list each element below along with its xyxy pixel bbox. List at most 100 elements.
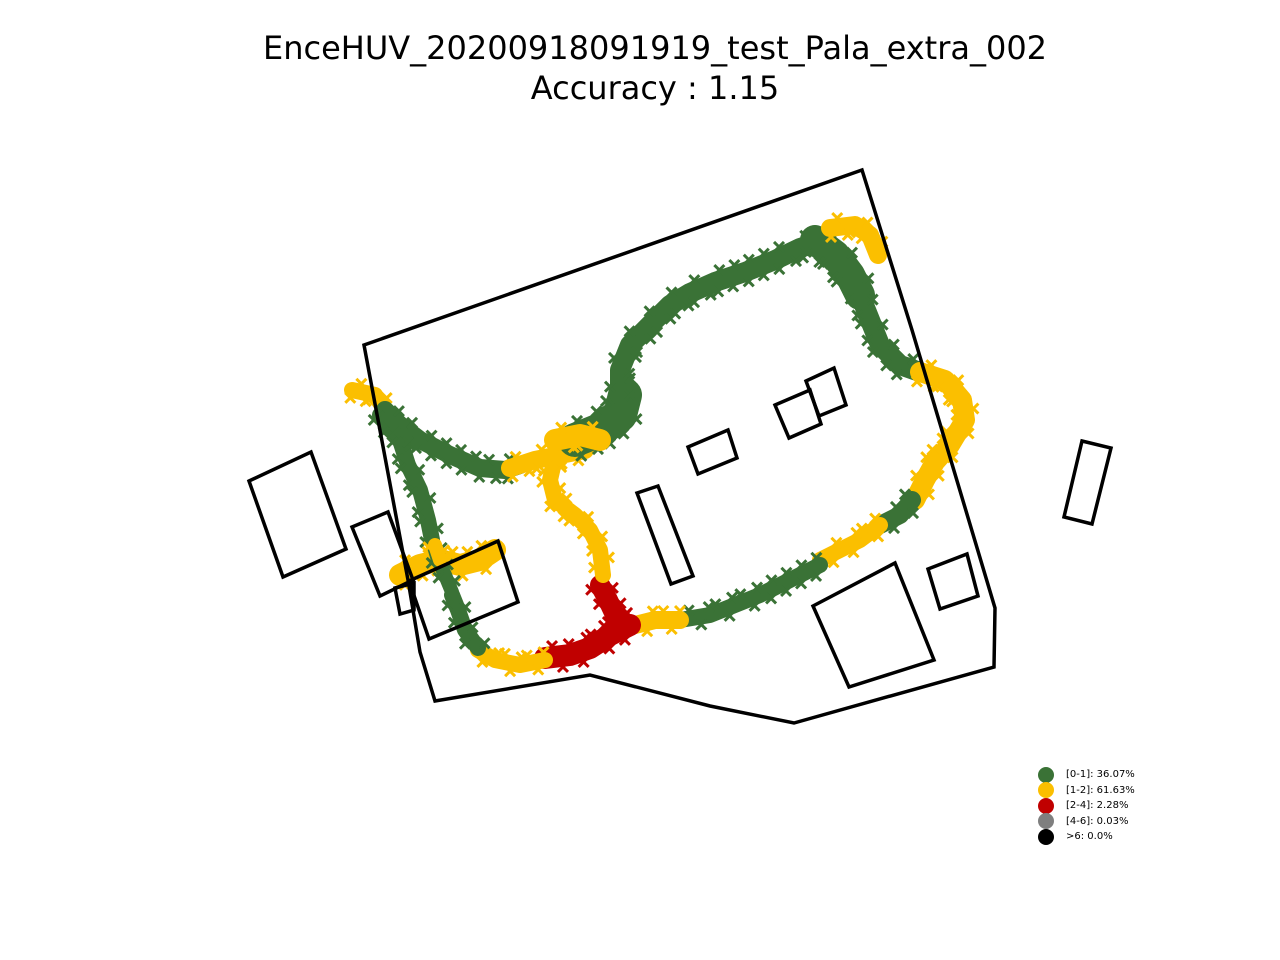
trajectory-point — [651, 326, 664, 339]
trajectory-point — [851, 309, 864, 322]
trajectory-point — [590, 405, 603, 418]
trajectory-point — [623, 372, 637, 385]
trajectory-point — [557, 510, 570, 523]
trajectory-point — [571, 439, 584, 452]
legend-marker — [1038, 766, 1054, 783]
trajectory-point — [402, 479, 415, 492]
trajectory-point — [950, 408, 963, 421]
trajectory-point — [742, 253, 755, 266]
trajectory-band — [812, 517, 888, 568]
trajectory-point — [757, 247, 770, 260]
trajectory-point — [795, 559, 808, 572]
trajectory-band — [905, 362, 975, 510]
trajectory-point — [575, 449, 588, 462]
trajectory-point — [843, 226, 857, 239]
trajectory-point — [646, 605, 659, 618]
trajectory-point — [861, 216, 874, 229]
trajectory-point — [866, 346, 879, 359]
trajectory-point — [946, 395, 959, 408]
trajectory-point — [596, 530, 609, 543]
trajectory-point — [910, 375, 924, 388]
trajectory-point — [554, 481, 567, 495]
trajectory-point — [482, 453, 496, 466]
trajectory-point — [723, 609, 736, 622]
trajectory-point — [470, 450, 483, 463]
trajectory-point — [392, 405, 405, 418]
trajectory-point — [713, 263, 726, 277]
trajectory-point — [643, 305, 656, 318]
trajectory-band — [850, 285, 930, 382]
legend-label: >6: 0.0% — [1066, 831, 1113, 843]
trajectory-point — [887, 338, 900, 351]
trajectory-point — [577, 655, 590, 668]
trajectory-point — [576, 527, 589, 540]
trajectory-point — [855, 232, 868, 245]
trajectory-point — [424, 449, 438, 462]
trajectory-point — [712, 285, 725, 298]
trajectory-point — [795, 577, 808, 590]
trajectory-point — [630, 413, 643, 426]
trajectory-point — [789, 254, 803, 268]
trajectory-segment — [585, 575, 635, 635]
trajectory-point — [617, 427, 630, 440]
trajectory-point — [907, 353, 920, 366]
trajectory-segment — [844, 285, 930, 382]
trajectory-point — [401, 436, 414, 449]
legend-item: [2-4]: 2.28% — [1038, 797, 1135, 814]
trajectory-point — [799, 245, 813, 259]
trajectory-point — [492, 647, 506, 660]
trajectory-point — [455, 443, 468, 457]
trajectory-point — [765, 592, 778, 605]
trajectory-point — [618, 633, 631, 646]
trajectory-point — [866, 293, 879, 306]
trajectory-point — [920, 451, 933, 464]
trajectory-band — [534, 614, 641, 669]
trajectory-point — [872, 530, 885, 543]
trajectory-band — [428, 538, 447, 567]
trajectory-segment — [672, 551, 828, 631]
trajectory-point — [424, 491, 437, 504]
trajectory-point — [355, 377, 368, 390]
trajectory-point — [898, 488, 912, 501]
trajectory-point — [592, 598, 605, 611]
trajectory-point — [441, 599, 454, 612]
trajectory-points — [344, 212, 980, 678]
trajectory-point — [386, 436, 399, 449]
trajectory-point — [673, 604, 687, 618]
legend-label: [1-2]: 61.63% — [1066, 784, 1135, 796]
trajectory-point — [862, 272, 875, 285]
trajectory-point — [509, 450, 522, 463]
trajectory-point — [388, 426, 401, 439]
building-outline — [406, 538, 521, 642]
trajectory-segment — [544, 420, 611, 457]
trajectory-point — [734, 588, 747, 601]
trajectory-point — [909, 469, 923, 482]
trajectory-point — [456, 569, 469, 582]
trajectory-point — [603, 642, 616, 655]
trajectory-point — [727, 280, 740, 293]
building-outline — [349, 509, 416, 599]
trajectory-point — [432, 571, 445, 584]
trajectory-point — [411, 506, 424, 519]
trajectory-point — [431, 522, 444, 535]
trajectory-point — [946, 451, 959, 464]
trajectory-point — [447, 616, 461, 629]
trajectory-point — [725, 591, 739, 604]
trajectory-band — [626, 611, 689, 634]
trajectory-point — [850, 526, 863, 539]
trajectory-point — [845, 246, 859, 259]
trajectory-point — [748, 599, 761, 612]
trajectory-point — [688, 274, 701, 287]
trajectory-point — [607, 351, 621, 365]
trajectory-point — [742, 275, 755, 288]
building-outline — [685, 427, 740, 477]
trajectory-point — [925, 359, 938, 372]
legend-marker — [1038, 828, 1054, 845]
trajectory-point — [922, 488, 936, 501]
trajectory-point — [621, 606, 634, 619]
trajectory-point — [585, 583, 598, 596]
trajectory-point — [406, 486, 419, 499]
trajectory-point — [890, 368, 903, 381]
trajectory-point — [480, 563, 493, 576]
trajectory-point — [687, 296, 701, 309]
